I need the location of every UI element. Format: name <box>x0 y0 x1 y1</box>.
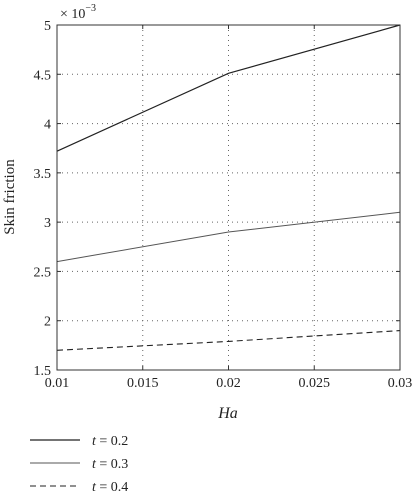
grid <box>57 25 400 370</box>
y-tick-label: 4 <box>44 118 51 133</box>
y-axis-label: Skin friction <box>2 159 18 235</box>
legend-entry-2: t = 0.3 <box>30 457 128 472</box>
y-tick-label: 2 <box>44 315 51 330</box>
y-tick-label: 1.5 <box>34 364 52 379</box>
series-lines <box>56 24 401 351</box>
x-axis-label: Ha <box>217 405 238 422</box>
series-line-1 <box>56 24 401 152</box>
axis-ticks: 0.01 0.015 0.02 0.025 0.03 1.5 2 2.5 3 3.5 4 4.5 5 <box>34 19 413 391</box>
x-tick-label: 0.02 <box>216 376 241 391</box>
y-tick-label: 4.5 <box>34 68 52 83</box>
series-line-3 <box>56 330 401 351</box>
series-line-2 <box>56 211 401 263</box>
y-tick-label: 2.5 <box>34 265 52 280</box>
legend: t = 0.2 t = 0.3 t = 0.4 <box>30 434 128 495</box>
legend-label: t = 0.2 <box>92 434 128 449</box>
y-tick-label: 3.5 <box>34 167 52 182</box>
x-tick-label: 0.03 <box>388 376 413 391</box>
y-axis-multiplier: × 10−3 <box>60 3 96 22</box>
plot-frame <box>56 24 401 371</box>
x-tick-label: 0.025 <box>299 376 331 391</box>
legend-entry-3: t = 0.4 <box>30 480 128 495</box>
legend-label: t = 0.4 <box>92 480 128 495</box>
y-tick-label: 5 <box>44 19 51 34</box>
x-tick-label: 0.01 <box>45 376 70 391</box>
y-tick-label: 3 <box>44 216 51 231</box>
x-tick-label: 0.015 <box>127 376 159 391</box>
legend-label: t = 0.3 <box>92 457 128 472</box>
legend-entry-1: t = 0.2 <box>30 434 128 449</box>
